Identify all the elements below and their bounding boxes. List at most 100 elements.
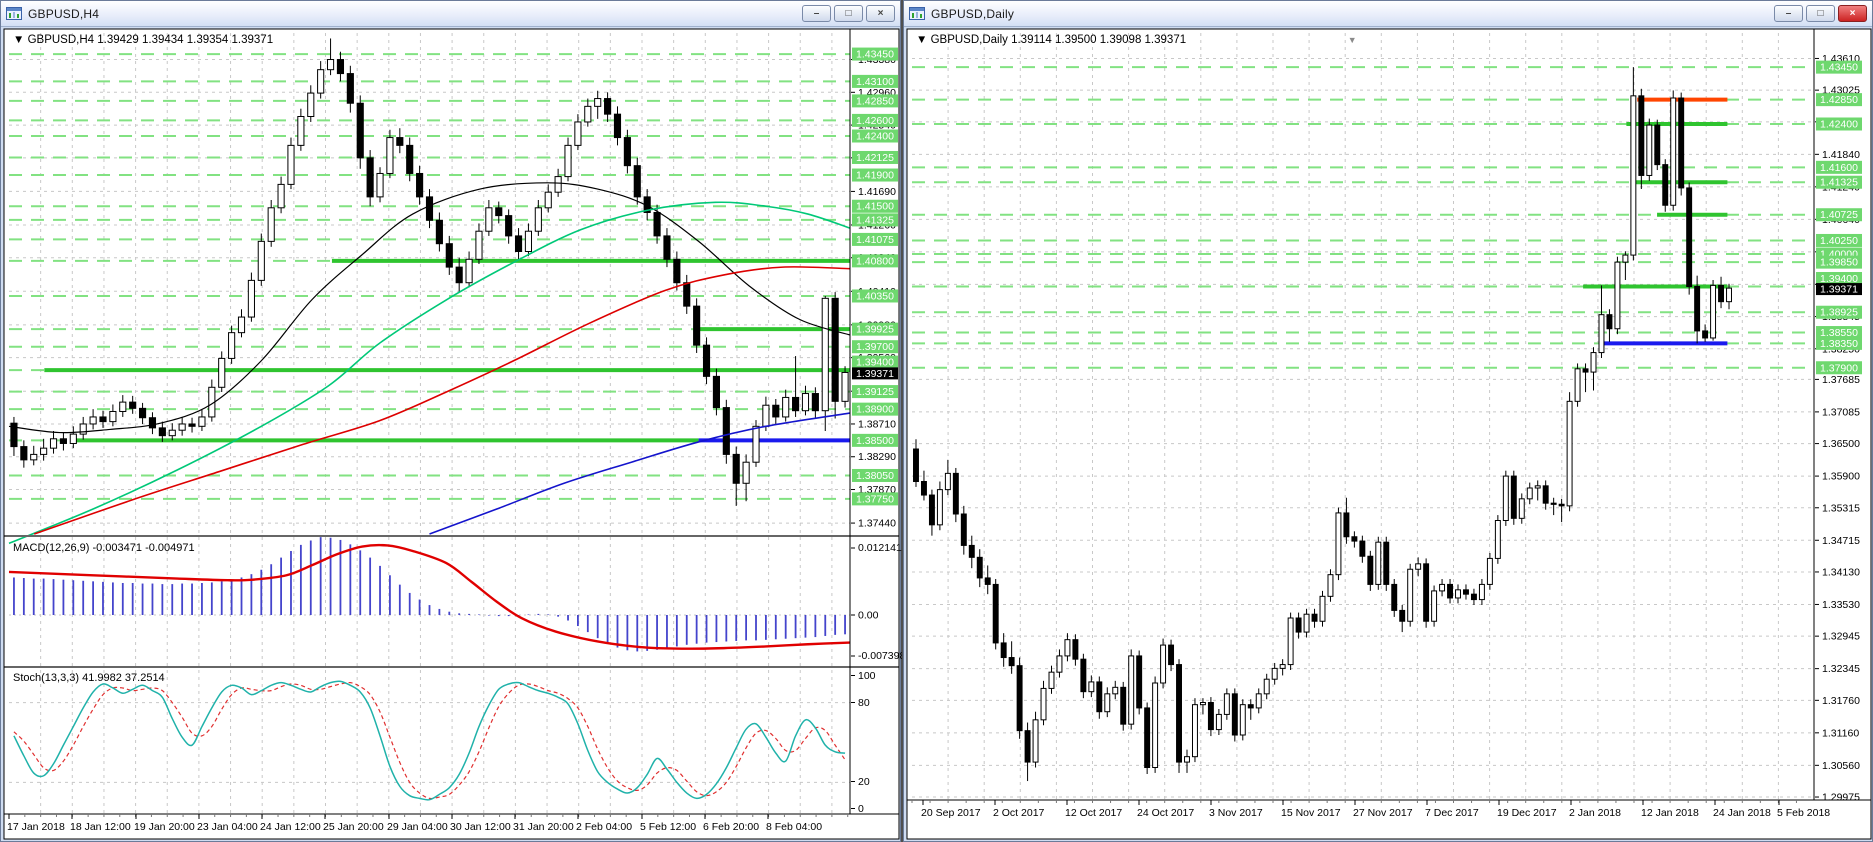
svg-text:23 Jan 04:00: 23 Jan 04:00 <box>197 821 258 833</box>
close-button[interactable]: × <box>866 5 895 22</box>
window-titlebar-daily[interactable]: GBPUSD,Daily – □ × <box>904 1 1872 27</box>
svg-text:30 Jan 12:00: 30 Jan 12:00 <box>450 821 511 833</box>
svg-text:1.41075: 1.41075 <box>856 234 894 246</box>
window-titlebar-h4[interactable]: GBPUSD,H4 – □ × <box>1 1 900 27</box>
svg-text:1.38350: 1.38350 <box>1820 338 1858 350</box>
chart-window-icon <box>909 7 925 20</box>
svg-text:18 Jan 12:00: 18 Jan 12:00 <box>70 821 131 833</box>
svg-text:24 Jan 2018: 24 Jan 2018 <box>1713 807 1771 819</box>
svg-text:1.43610: 1.43610 <box>1822 53 1860 65</box>
svg-text:1.43100: 1.43100 <box>856 76 894 88</box>
svg-text:0.012141: 0.012141 <box>858 542 902 554</box>
grid <box>912 33 1814 800</box>
svg-text:29 Jan 04:00: 29 Jan 04:00 <box>387 821 448 833</box>
svg-text:1.41840: 1.41840 <box>1822 149 1860 161</box>
svg-text:12 Jan 2018: 12 Jan 2018 <box>1641 807 1699 819</box>
svg-text:MACD(12,26,9) -0.003471 -0.004: MACD(12,26,9) -0.003471 -0.004971 <box>13 542 195 554</box>
svg-text:1.42400: 1.42400 <box>1820 119 1858 131</box>
svg-text:1.37440: 1.37440 <box>858 518 896 530</box>
window-title: GBPUSD,Daily <box>931 6 1015 21</box>
svg-text:1.36500: 1.36500 <box>1822 438 1860 450</box>
svg-text:12 Oct 2017: 12 Oct 2017 <box>1065 807 1122 819</box>
svg-text:17 Jan 2018: 17 Jan 2018 <box>7 821 65 833</box>
svg-text:1.42850: 1.42850 <box>856 95 894 107</box>
support-resistance-levels <box>9 53 850 500</box>
svg-text:1.39400: 1.39400 <box>1820 273 1858 285</box>
window-controls: – □ × <box>1774 5 1867 22</box>
svg-text:3 Nov 2017: 3 Nov 2017 <box>1209 807 1263 819</box>
svg-text:8 Feb 04:00: 8 Feb 04:00 <box>766 821 822 833</box>
window-controls: – □ × <box>802 5 895 22</box>
svg-text:7 Dec 2017: 7 Dec 2017 <box>1425 807 1479 819</box>
candles <box>913 67 1732 782</box>
restore-button[interactable]: □ <box>1806 5 1835 22</box>
svg-text:31 Jan 20:00: 31 Jan 20:00 <box>513 821 574 833</box>
svg-text:25 Jan 20:00: 25 Jan 20:00 <box>323 821 384 833</box>
svg-text:2 Oct 2017: 2 Oct 2017 <box>993 807 1045 819</box>
svg-text:100: 100 <box>858 670 876 682</box>
svg-text:1.38290: 1.38290 <box>858 451 896 463</box>
svg-text:1.39700: 1.39700 <box>856 341 894 353</box>
svg-text:▼ GBPUSD,H4 1.39429 1.39434 1: ▼ GBPUSD,H4 1.39429 1.39434 1.39354 1.39… <box>13 34 273 46</box>
price-axis: 1.433801.429601.425401.421201.416901.412… <box>851 47 898 530</box>
svg-text:1.29975: 1.29975 <box>1822 792 1860 804</box>
svg-text:1.35900: 1.35900 <box>1822 471 1860 483</box>
svg-text:1.32945: 1.32945 <box>1822 631 1860 643</box>
svg-text:1.38550: 1.38550 <box>1820 327 1858 339</box>
chart-window-daily: GBPUSD,Daily –□× 1.436101.430251.424401.… <box>903 0 1873 842</box>
svg-text:1.41900: 1.41900 <box>856 170 894 182</box>
svg-text:1.39925: 1.39925 <box>856 324 894 336</box>
svg-text:1.32345: 1.32345 <box>1822 663 1860 675</box>
svg-text:1.37685: 1.37685 <box>1822 374 1860 386</box>
svg-text:5 Feb 2018: 5 Feb 2018 <box>1777 807 1830 819</box>
svg-text:15 Nov 2017: 15 Nov 2017 <box>1281 807 1341 819</box>
svg-text:Stoch(13,3,3) 41.9982 37.2514: Stoch(13,3,3) 41.9982 37.2514 <box>13 672 165 684</box>
svg-text:▼: ▼ <box>1348 35 1357 45</box>
chart-canvas-daily[interactable]: 1.436101.430251.424401.418401.412401.406… <box>904 27 1873 842</box>
svg-text:0.00: 0.00 <box>858 610 879 622</box>
svg-text:1.39371: 1.39371 <box>1820 284 1858 296</box>
svg-text:24 Jan 12:00: 24 Jan 12:00 <box>260 821 321 833</box>
svg-text:1.31160: 1.31160 <box>1822 727 1859 739</box>
svg-text:1.39850: 1.39850 <box>1820 257 1858 269</box>
close-button[interactable]: × <box>1838 5 1867 22</box>
svg-text:1.41325: 1.41325 <box>856 214 894 226</box>
svg-text:1.42125: 1.42125 <box>856 152 894 164</box>
svg-text:1.42600: 1.42600 <box>856 115 894 127</box>
time-axis: 17 Jan 2018 18 Jan 12:00 19 Jan 20:00 23 Ja… <box>4 813 899 833</box>
svg-text:5 Feb 12:00: 5 Feb 12:00 <box>640 821 696 833</box>
chart-canvas-h4[interactable]: 1.433801.429601.425401.421201.416901.412… <box>1 27 905 842</box>
svg-text:1.34715: 1.34715 <box>1822 535 1860 547</box>
svg-text:1.38710: 1.38710 <box>858 418 896 430</box>
minimize-button[interactable]: – <box>802 5 831 22</box>
svg-text:-0.007398: -0.007398 <box>858 650 902 662</box>
window-title: GBPUSD,H4 <box>28 6 100 21</box>
symbol-info: ▼ GBPUSD,H4 1.39429 1.39434 1.39354 1.39… <box>13 34 273 46</box>
svg-text:19 Jan 20:00: 19 Jan 20:00 <box>134 821 195 833</box>
time-axis: 20 Sep 2017 2 Oct 2017 12 Oct 2017 24 Oct 2… <box>907 799 1871 819</box>
day-marker: ▼ <box>1348 35 1357 45</box>
svg-text:1.43450: 1.43450 <box>856 49 894 61</box>
minimize-button[interactable]: – <box>1774 5 1803 22</box>
svg-text:20: 20 <box>858 776 870 788</box>
svg-text:1.40800: 1.40800 <box>856 255 894 267</box>
svg-text:1.41690: 1.41690 <box>858 186 896 198</box>
svg-text:6 Feb 20:00: 6 Feb 20:00 <box>703 821 759 833</box>
svg-text:1.41325: 1.41325 <box>1820 177 1858 189</box>
candles <box>10 38 849 506</box>
svg-text:1.37085: 1.37085 <box>1822 406 1860 418</box>
svg-text:1.40250: 1.40250 <box>1820 235 1858 247</box>
restore-button[interactable]: □ <box>834 5 863 22</box>
svg-text:1.42400: 1.42400 <box>856 131 894 143</box>
svg-text:1.38050: 1.38050 <box>856 470 894 482</box>
svg-text:1.39400: 1.39400 <box>856 357 894 369</box>
svg-text:1.30560: 1.30560 <box>1822 760 1860 772</box>
macd-pane: 0.012141 0.00 -0.007398 MACD(12,26,9) -0.00… <box>8 537 905 662</box>
svg-text:20 Sep 2017: 20 Sep 2017 <box>921 807 981 819</box>
chart-window-icon <box>6 7 22 20</box>
svg-text:1.31760: 1.31760 <box>1822 695 1860 707</box>
svg-text:1.38925: 1.38925 <box>1820 307 1858 319</box>
svg-text:1.43450: 1.43450 <box>1820 62 1858 74</box>
svg-text:1.40725: 1.40725 <box>1820 209 1858 221</box>
